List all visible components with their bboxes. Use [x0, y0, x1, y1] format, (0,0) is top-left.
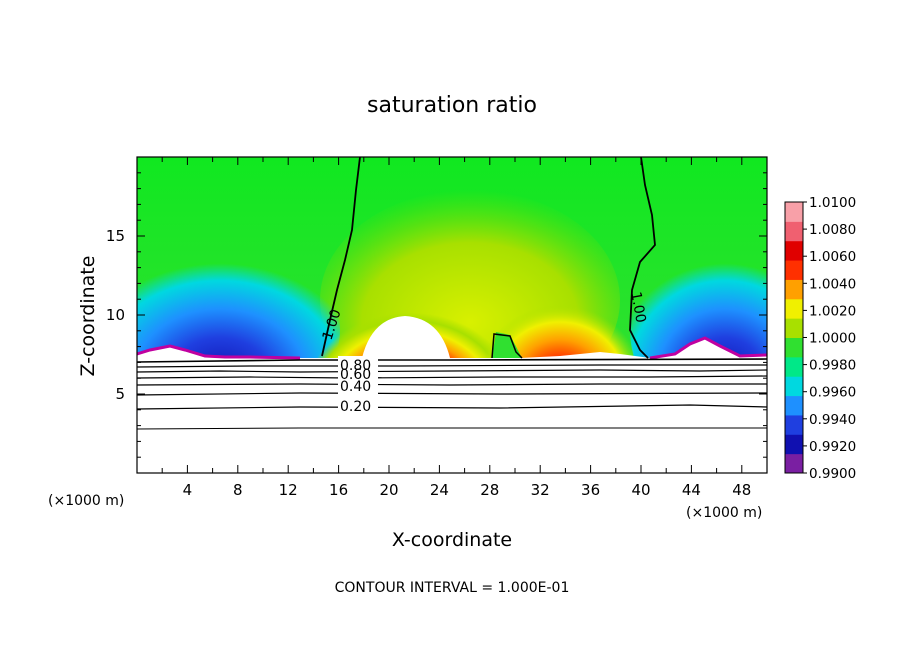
colorbar-label: 1.0100	[809, 195, 856, 211]
x-tick-label: 4	[183, 481, 193, 499]
colorbar-label: 1.0080	[809, 222, 856, 238]
x-tick-label: 28	[480, 481, 499, 499]
contour-line-0-6	[137, 375, 767, 379]
colorbar-swatch	[785, 260, 803, 280]
x-tick-label: 36	[581, 481, 600, 499]
colorbar-swatch	[785, 453, 803, 474]
contour-line-0-3	[137, 404, 767, 410]
contour-label: 0.60	[340, 367, 371, 383]
y-axis-title: Z-coordinate	[77, 256, 99, 377]
contour-line-0-8	[137, 364, 767, 368]
plot-area	[137, 157, 767, 473]
x-tick-label: 48	[732, 481, 751, 499]
field-dome-white	[362, 316, 450, 358]
colorbar-swatch	[785, 414, 803, 435]
colorbar-swatch	[785, 337, 803, 358]
x-tick-label: 16	[329, 481, 348, 499]
contour-line-0-7	[137, 369, 767, 373]
colorbar-label: 0.9960	[809, 385, 856, 401]
colorbar-swatch	[785, 434, 803, 455]
colorbar-label: 0.9980	[809, 358, 856, 374]
colorbar-swatch	[785, 202, 803, 222]
y-tick-label: 5	[115, 385, 125, 403]
contour-interval-note: CONTOUR INTERVAL = 1.000E-01	[335, 580, 570, 596]
contour-line-0-5	[137, 383, 767, 386]
contour-label-bg	[338, 356, 378, 412]
colorbar-label: 0.9920	[809, 439, 856, 455]
colorbar-label: 1.0020	[809, 303, 856, 319]
colorbar: 0.9900 0.9920 0.9940 0.9960 0.9980 1.0000 1.00…	[784, 195, 856, 482]
colorbar-swatch	[785, 221, 803, 242]
contour-line-0-1	[137, 427, 767, 430]
colorbar-swatch	[785, 356, 803, 377]
x-tick-label: 20	[379, 481, 398, 499]
colorbar-label: 1.0000	[809, 331, 856, 347]
x-axis: 4 8 12 16 20 24 28 32 36 40 44 48	[161, 157, 751, 499]
y-axis: 5 10 15	[106, 172, 767, 458]
colorbar-label: 1.0040	[809, 276, 856, 292]
colorbar-swatch	[785, 395, 803, 416]
x-tick-label: 44	[682, 481, 701, 499]
contour-label: 1.00	[627, 291, 648, 324]
y-tick-label: 10	[106, 306, 125, 324]
x-tick-label: 40	[631, 481, 650, 499]
colorbar-swatch	[785, 376, 803, 397]
y-axis-unit: (×1000 m)	[48, 493, 124, 509]
colorbar-swatch	[785, 318, 803, 338]
field-base-purple	[137, 344, 301, 360]
colorbar-label: 0.9900	[809, 466, 856, 482]
contour-line-1-notch	[491, 333, 523, 359]
contour-label: 0.20	[340, 399, 371, 415]
chart-title: saturation ratio	[367, 93, 537, 118]
field-notch-white	[492, 332, 522, 358]
x-axis-unit: (×1000 m)	[686, 505, 762, 521]
colorbar-label: 0.9940	[809, 412, 856, 428]
colorbar-swatch	[785, 240, 803, 261]
colorbar-swatch	[785, 298, 803, 319]
x-tick-label: 32	[531, 481, 550, 499]
contour-line-1-right	[629, 157, 656, 359]
contour-label: 0.40	[340, 379, 371, 395]
x-tick-label: 12	[279, 481, 298, 499]
colorbar-label: 1.0060	[809, 249, 856, 265]
x-axis-title: X-coordinate	[392, 529, 512, 551]
x-tick-label: 8	[233, 481, 243, 499]
contour-label: 0.80	[340, 358, 371, 374]
x-tick-label: 24	[430, 481, 449, 499]
contour-line-1-left	[321, 157, 361, 357]
contour-line-0-4	[137, 392, 767, 396]
field-base-purple-right	[649, 336, 767, 360]
colorbar-swatch	[785, 279, 803, 300]
y-tick-label: 15	[106, 227, 125, 245]
